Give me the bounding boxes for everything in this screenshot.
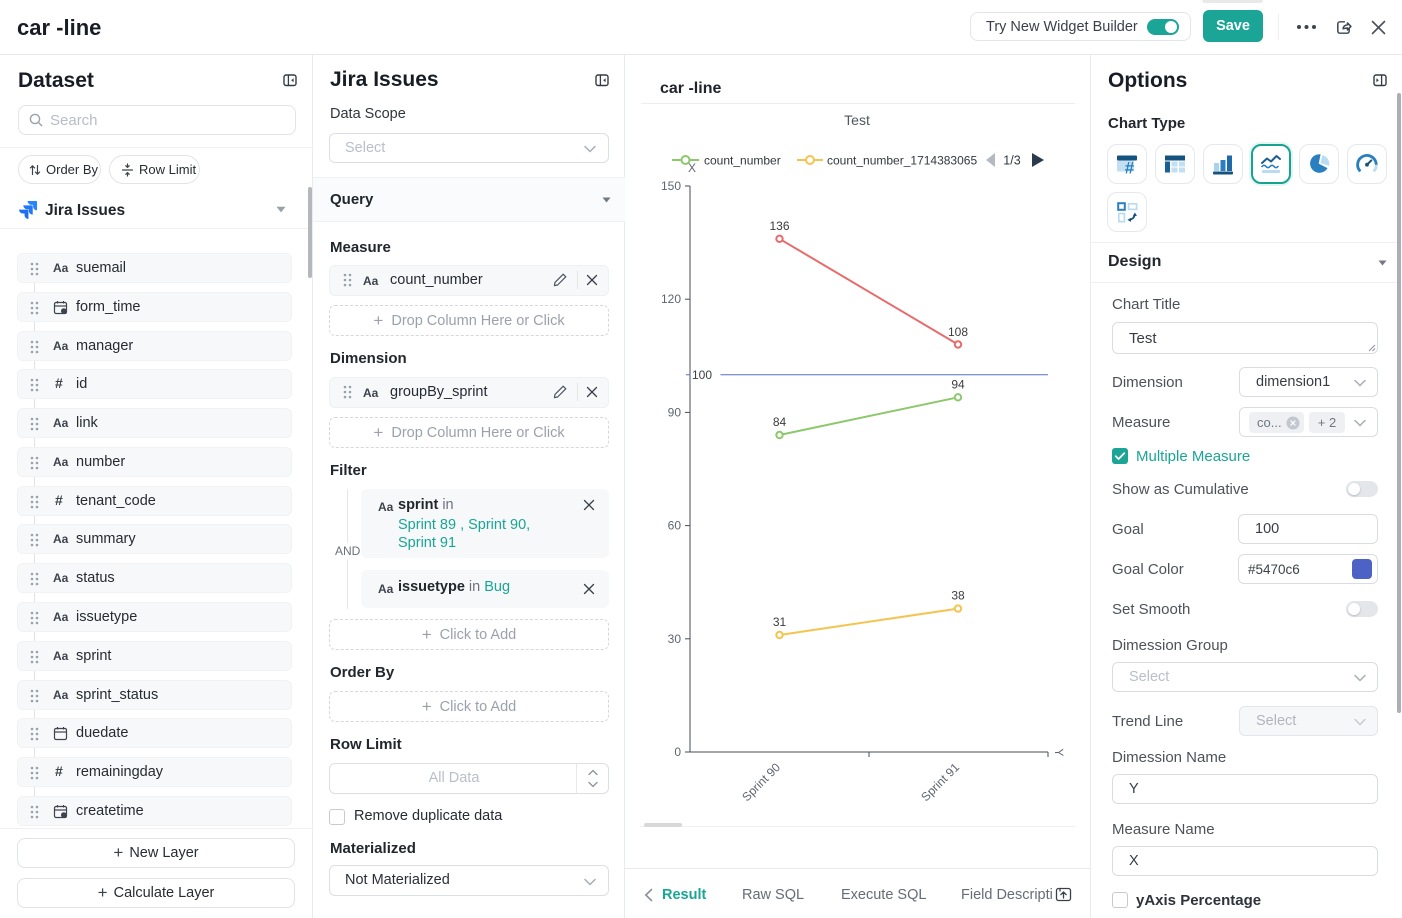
svg-text:84: 84 [773, 415, 787, 429]
svg-text:90: 90 [668, 405, 682, 419]
svg-text:31: 31 [773, 615, 787, 629]
svg-text:120: 120 [661, 292, 681, 306]
svg-text:30: 30 [668, 632, 682, 646]
svg-text:0: 0 [674, 745, 681, 759]
svg-text:108: 108 [948, 325, 968, 339]
svg-text:Y: Y [1052, 748, 1066, 756]
svg-text:#: # [1125, 159, 1135, 178]
svg-text:Sprint 91: Sprint 91 [918, 760, 962, 804]
svg-text:94: 94 [951, 378, 965, 392]
svg-text:38: 38 [951, 589, 965, 603]
svg-text:60: 60 [668, 519, 682, 533]
svg-text:Test: Test [844, 112, 870, 128]
svg-text:Sprint 90: Sprint 90 [739, 760, 783, 804]
svg-text:X: X [688, 161, 696, 175]
svg-text:1/3: 1/3 [1003, 154, 1020, 168]
svg-text:100: 100 [692, 368, 712, 382]
svg-text:136: 136 [769, 219, 789, 233]
svg-text:count_number_1714383065: count_number_1714383065 [827, 154, 977, 168]
svg-text:count_number: count_number [704, 154, 781, 168]
svg-text:150: 150 [661, 179, 681, 193]
